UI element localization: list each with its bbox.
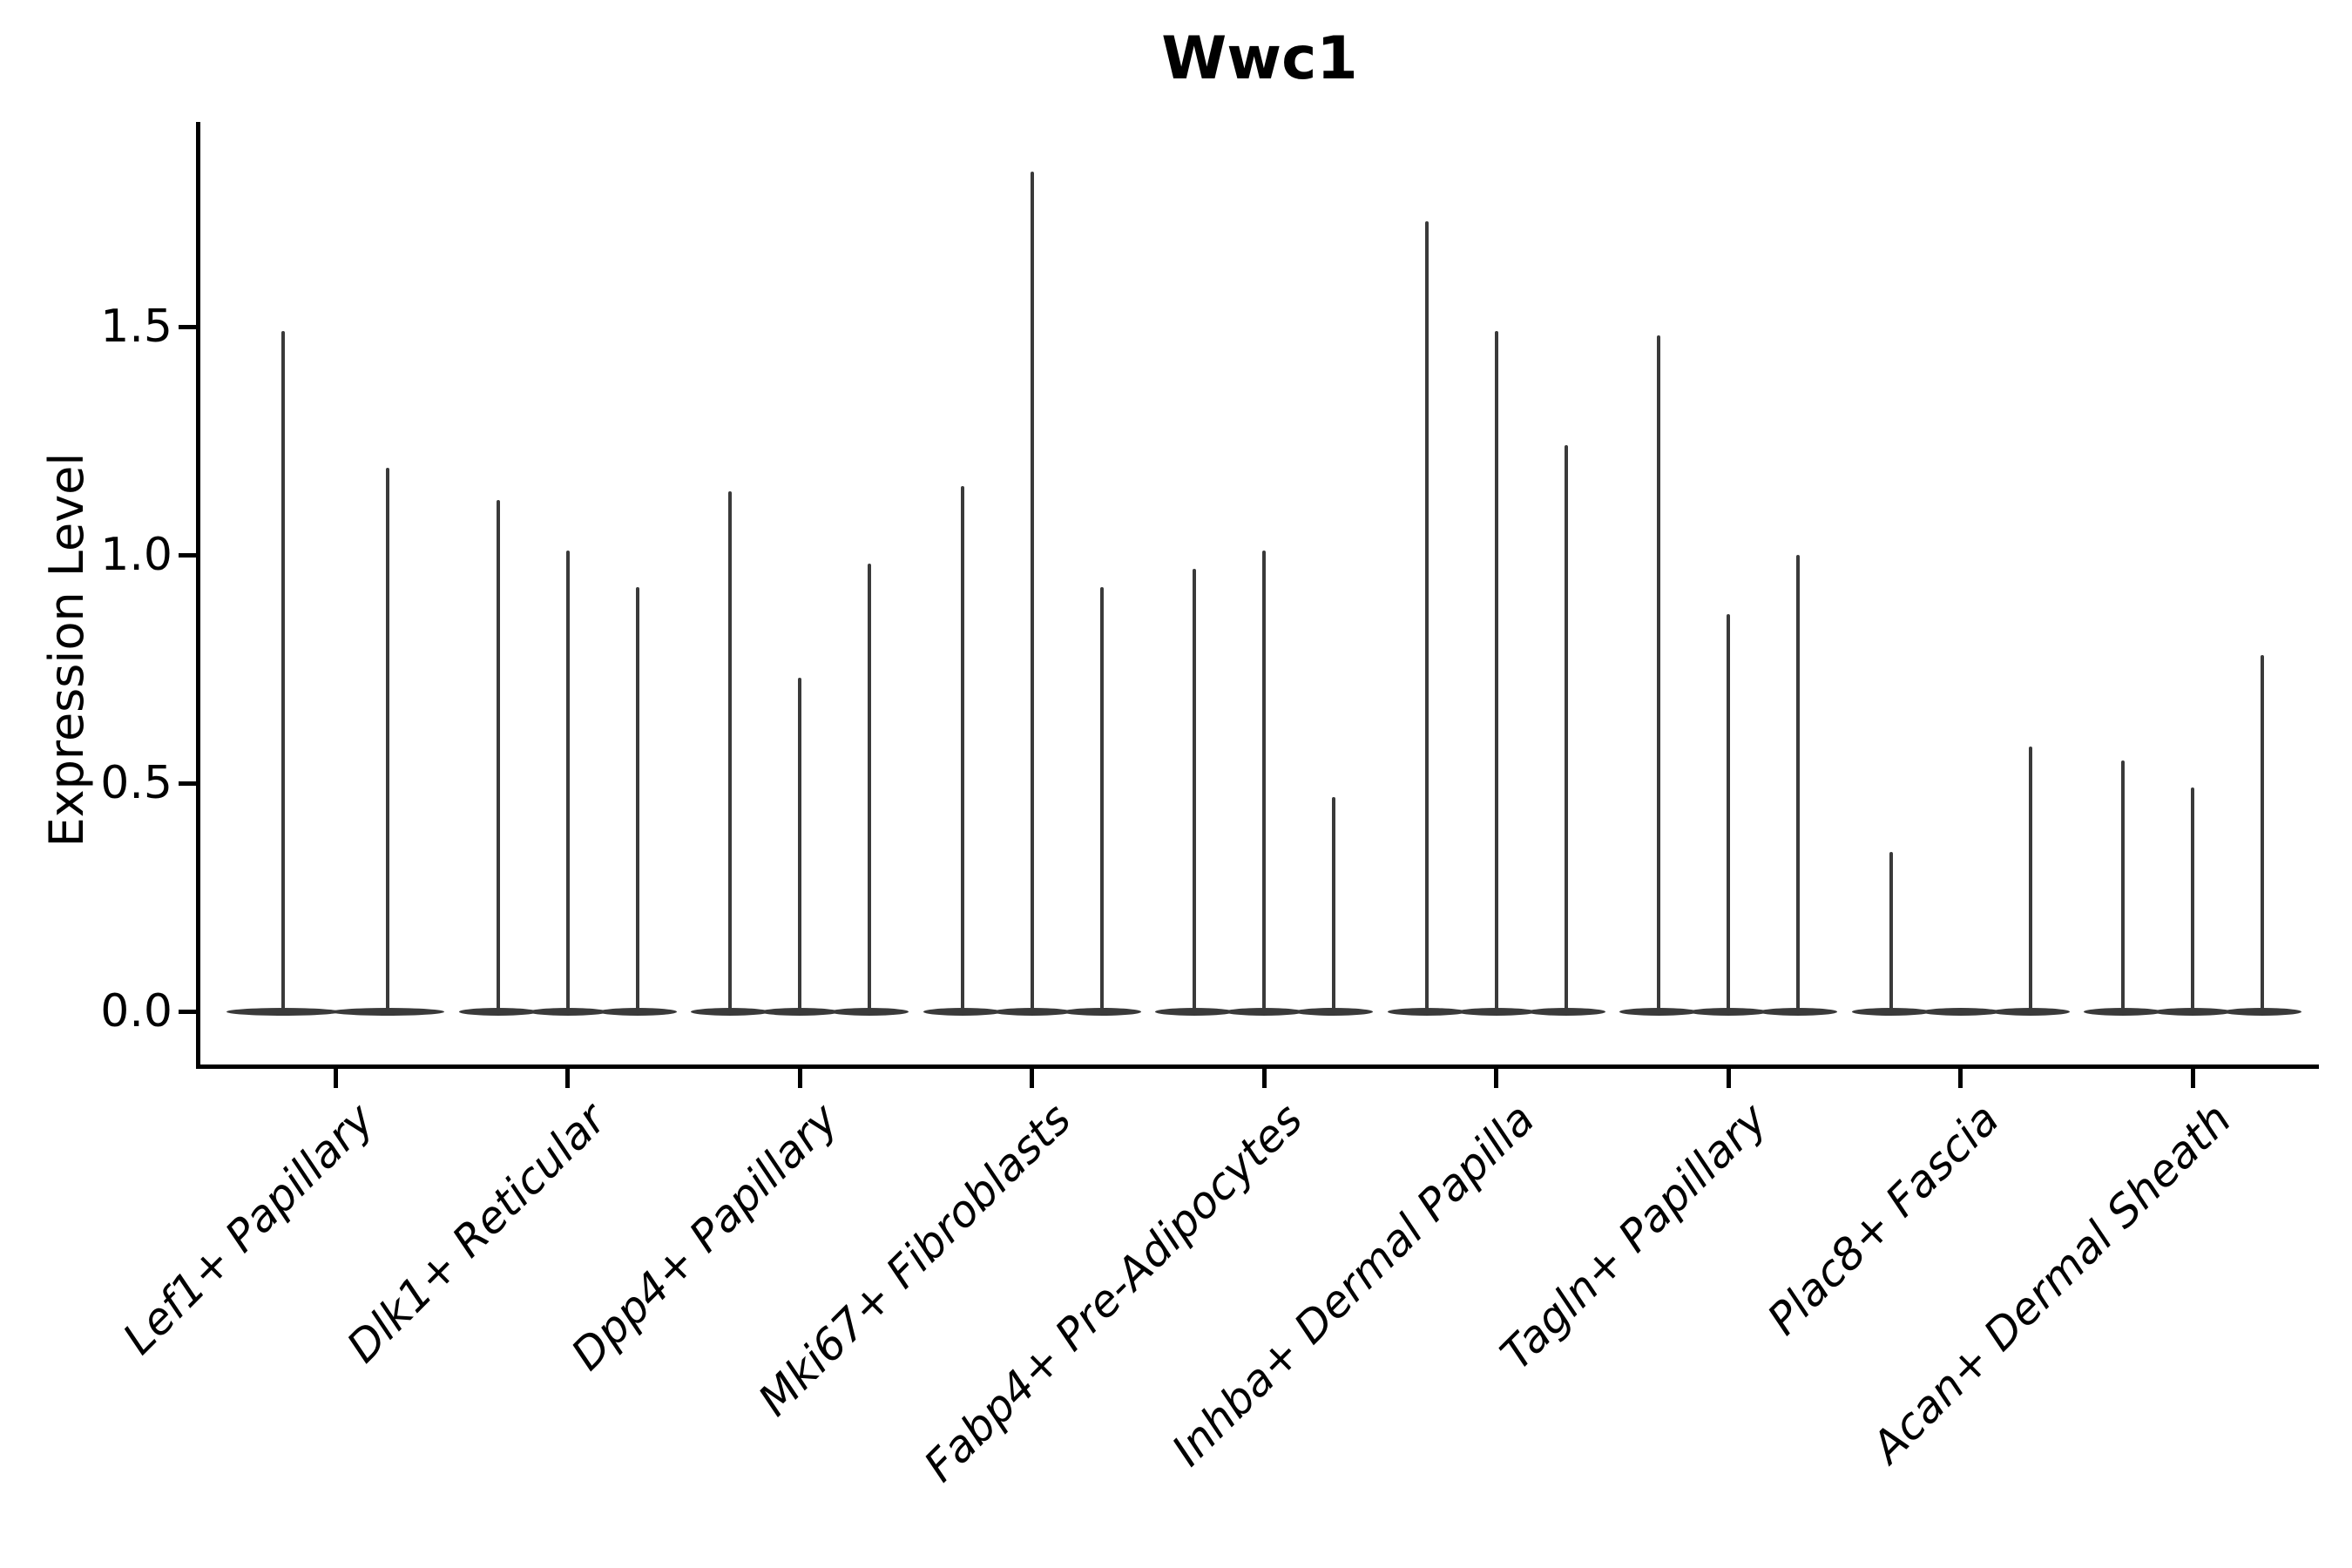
x-tick	[1726, 1069, 1731, 1088]
y-tick-label: 0.0	[100, 985, 172, 1037]
x-tick	[2190, 1069, 2195, 1088]
y-tick	[179, 1009, 196, 1014]
violin-spike	[1193, 568, 1196, 1011]
violin-body	[1619, 1007, 1698, 1016]
x-tick	[1958, 1069, 1963, 1088]
violin-spike	[1030, 171, 1034, 1011]
x-tick-label: Plac8+ Fascia	[1758, 1093, 2010, 1345]
violin-spike	[2028, 747, 2032, 1011]
violin-body	[1689, 1007, 1767, 1016]
violin-body	[1526, 1007, 1605, 1016]
violin-spike	[2191, 787, 2194, 1011]
x-tick	[333, 1069, 338, 1088]
y-tick-label: 0.5	[100, 757, 172, 809]
violin-spike	[1424, 221, 1429, 1011]
violin-spike	[728, 490, 732, 1011]
x-tick-label: Lef1+ Papillary	[113, 1093, 384, 1364]
violin-body	[760, 1007, 839, 1016]
violin-body	[528, 1007, 607, 1016]
violin-body	[598, 1007, 677, 1016]
x-tick-label: Fabp4+ Pre-Adipocytes	[915, 1093, 1313, 1492]
violin-body	[2223, 1007, 2301, 1016]
violin-body	[1990, 1007, 2070, 1016]
violin-body	[2084, 1007, 2162, 1016]
violin-spike	[1099, 586, 1104, 1011]
violin-spike	[1657, 335, 1660, 1011]
violin-body	[331, 1007, 444, 1016]
violin-body	[1225, 1007, 1303, 1016]
x-axis-spine	[196, 1064, 2319, 1069]
violin-body	[691, 1007, 769, 1016]
violin-body	[1155, 1007, 1233, 1016]
x-tick	[1494, 1069, 1498, 1088]
violin-body	[1387, 1007, 1466, 1016]
violin-spike	[281, 331, 285, 1011]
x-tick	[1261, 1069, 1267, 1088]
violin-spike	[798, 678, 801, 1011]
violin-spike	[496, 500, 500, 1011]
y-tick	[179, 324, 196, 329]
chart-title: Wwc1	[1161, 24, 1358, 93]
violin-body	[1759, 1007, 1837, 1016]
violin-spike	[2261, 655, 2264, 1011]
violin-body	[830, 1007, 909, 1016]
x-tick	[565, 1069, 570, 1088]
violin-spike	[635, 586, 639, 1011]
violin-spike	[1796, 555, 1800, 1011]
violin-body	[1456, 1007, 1536, 1016]
x-tick	[797, 1069, 802, 1088]
violin-spike	[1727, 614, 1730, 1011]
violin-spike	[2121, 760, 2125, 1011]
violin-spike	[960, 486, 964, 1011]
y-tick-label: 1.5	[100, 301, 172, 353]
y-tick	[179, 552, 196, 558]
y-tick	[179, 781, 196, 786]
violin-spike	[1332, 796, 1335, 1011]
x-tick-label: Dlk1+ Reticular	[337, 1093, 617, 1373]
x-tick	[1030, 1069, 1034, 1088]
violin-body	[992, 1007, 1071, 1016]
violin-body	[1294, 1007, 1373, 1016]
violin-body	[1851, 1007, 1930, 1016]
violin-body	[923, 1007, 1002, 1016]
violin-body	[226, 1007, 340, 1016]
violin-body	[1921, 1007, 2000, 1016]
violin-body	[1062, 1007, 1141, 1016]
violin-spike	[1564, 445, 1568, 1011]
violin-spike	[1494, 331, 1498, 1011]
violin-spike	[386, 468, 389, 1011]
violin-spike	[1262, 550, 1266, 1011]
violin-spike	[565, 550, 570, 1011]
violin-body	[458, 1007, 537, 1016]
violin-body	[2153, 1007, 2232, 1016]
violin-spike	[1889, 851, 1893, 1011]
y-axis-spine	[196, 122, 200, 1069]
y-tick-label: 1.0	[100, 529, 172, 581]
violin-spike	[868, 564, 871, 1011]
